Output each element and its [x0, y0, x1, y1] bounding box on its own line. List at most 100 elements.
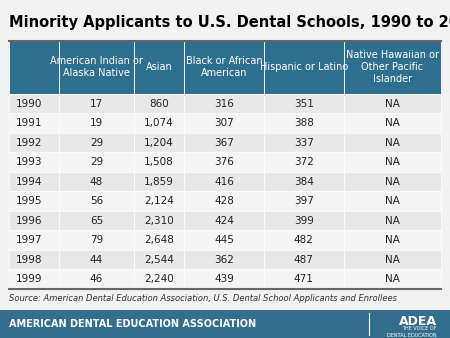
Text: NA: NA — [385, 274, 400, 284]
Text: 65: 65 — [90, 216, 103, 226]
Bar — [184, 172, 264, 192]
Bar — [184, 114, 264, 133]
Text: 397: 397 — [294, 196, 314, 206]
Bar — [134, 152, 184, 172]
Bar — [264, 114, 344, 133]
Text: 1,204: 1,204 — [144, 138, 174, 148]
Text: 384: 384 — [294, 177, 314, 187]
Bar — [344, 133, 441, 152]
Text: ADEA: ADEA — [399, 315, 436, 329]
Text: 439: 439 — [214, 274, 234, 284]
Bar — [9, 269, 58, 289]
Text: 44: 44 — [90, 255, 103, 265]
Bar — [134, 192, 184, 211]
Bar — [344, 114, 441, 133]
Bar — [58, 41, 134, 94]
Text: 1993: 1993 — [15, 157, 42, 167]
Text: NA: NA — [385, 235, 400, 245]
Text: 1,508: 1,508 — [144, 157, 174, 167]
Text: 351: 351 — [294, 99, 314, 109]
Text: Native Hawaiian or
Other Pacific
Islander: Native Hawaiian or Other Pacific Islande… — [346, 50, 439, 84]
Text: 29: 29 — [90, 157, 103, 167]
Text: Black or African
American: Black or African American — [185, 56, 262, 78]
Bar — [184, 133, 264, 152]
Text: 367: 367 — [214, 138, 234, 148]
Bar — [9, 41, 58, 94]
Bar — [9, 211, 58, 231]
Bar — [58, 172, 134, 192]
Bar — [264, 269, 344, 289]
Bar — [9, 172, 58, 192]
Text: NA: NA — [385, 157, 400, 167]
Text: 79: 79 — [90, 235, 103, 245]
Bar — [58, 133, 134, 152]
Bar — [344, 152, 441, 172]
Text: 471: 471 — [294, 274, 314, 284]
Text: 1999: 1999 — [15, 274, 42, 284]
Text: Minority Applicants to U.S. Dental Schools, 1990 to 2017 (1 of 3): Minority Applicants to U.S. Dental Schoo… — [9, 16, 450, 30]
Bar — [344, 250, 441, 269]
Text: 860: 860 — [149, 99, 169, 109]
Bar — [344, 231, 441, 250]
Text: AMERICAN DENTAL EDUCATION ASSOCIATION: AMERICAN DENTAL EDUCATION ASSOCIATION — [9, 319, 256, 329]
Text: 1995: 1995 — [15, 196, 42, 206]
Bar — [134, 94, 184, 114]
Text: 1992: 1992 — [15, 138, 42, 148]
Bar — [344, 211, 441, 231]
Text: 1998: 1998 — [15, 255, 42, 265]
Bar — [184, 41, 264, 94]
Bar — [9, 192, 58, 211]
Bar — [264, 250, 344, 269]
Bar — [58, 269, 134, 289]
Text: Source: American Dental Education Association, U.S. Dental School Applicants and: Source: American Dental Education Associ… — [9, 294, 397, 303]
Bar — [344, 269, 441, 289]
Bar — [134, 231, 184, 250]
Text: Hispanic or Latino: Hispanic or Latino — [260, 62, 348, 72]
Bar — [264, 172, 344, 192]
Bar — [264, 152, 344, 172]
Bar — [344, 192, 441, 211]
Bar — [184, 94, 264, 114]
Text: 372: 372 — [294, 157, 314, 167]
Bar — [184, 152, 264, 172]
Text: 337: 337 — [294, 138, 314, 148]
Bar — [9, 152, 58, 172]
Bar — [264, 211, 344, 231]
Bar — [134, 172, 184, 192]
Text: 1990: 1990 — [15, 99, 42, 109]
Text: 2,310: 2,310 — [144, 216, 174, 226]
Text: 487: 487 — [294, 255, 314, 265]
Text: 2,124: 2,124 — [144, 196, 174, 206]
Bar — [58, 211, 134, 231]
Text: 307: 307 — [214, 118, 234, 128]
Text: 1991: 1991 — [15, 118, 42, 128]
Text: 445: 445 — [214, 235, 234, 245]
Bar — [58, 94, 134, 114]
Text: 1,074: 1,074 — [144, 118, 174, 128]
Bar — [134, 41, 184, 94]
Text: 1996: 1996 — [15, 216, 42, 226]
Bar — [58, 192, 134, 211]
Text: 376: 376 — [214, 157, 234, 167]
Bar — [264, 41, 344, 94]
Bar — [264, 94, 344, 114]
Text: NA: NA — [385, 255, 400, 265]
Bar — [58, 231, 134, 250]
Bar — [264, 133, 344, 152]
Text: 424: 424 — [214, 216, 234, 226]
Text: 1994: 1994 — [15, 177, 42, 187]
Text: 482: 482 — [294, 235, 314, 245]
Text: 19: 19 — [90, 118, 103, 128]
Text: 399: 399 — [294, 216, 314, 226]
Text: Asian: Asian — [146, 62, 172, 72]
Bar — [344, 172, 441, 192]
Text: 56: 56 — [90, 196, 103, 206]
Text: 416: 416 — [214, 177, 234, 187]
Bar — [134, 269, 184, 289]
Text: 46: 46 — [90, 274, 103, 284]
Bar — [9, 231, 58, 250]
Text: 428: 428 — [214, 196, 234, 206]
Bar — [58, 152, 134, 172]
Bar — [264, 192, 344, 211]
Text: American Indian or
Alaska Native: American Indian or Alaska Native — [50, 56, 143, 78]
